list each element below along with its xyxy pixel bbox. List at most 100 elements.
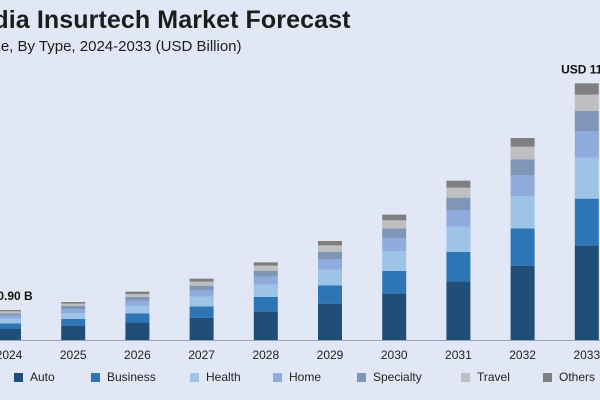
chart-legend: Auto Business Health Home Specialty Travel Oth… [0, 370, 600, 388]
bar-stack-2033 [574, 83, 599, 340]
bar-segment-travel-2032 [510, 146, 535, 160]
x-tick-label: 2028 [252, 348, 279, 362]
legend-item-others: Others [543, 370, 595, 384]
legend-item-auto: Auto [14, 370, 55, 384]
bar-segment-health-2031 [446, 226, 471, 252]
bar-segment-health-2032 [510, 196, 535, 229]
bar-segment-health-2025 [61, 313, 86, 319]
bar-segment-specialty-2033 [574, 111, 599, 131]
bar-segment-travel-2025 [61, 303, 86, 306]
bar-segment-others-2027 [189, 278, 214, 282]
bar-segment-others-2033 [574, 83, 599, 95]
x-tick-label: 2031 [445, 348, 472, 362]
x-tick-label: 2032 [509, 348, 536, 362]
x-tick-label: 2027 [188, 348, 215, 362]
x-tick-label: 2033 [573, 348, 600, 362]
legend-label: Auto [30, 370, 55, 384]
bar-segment-others-2031 [446, 180, 471, 188]
data-label-2033: USD 11.9 [561, 62, 600, 76]
bar-stack-2028 [253, 262, 278, 340]
bar-segment-business-2031 [446, 252, 471, 282]
bar-segment-business-2025 [61, 319, 86, 326]
bar-segment-business-2032 [510, 228, 535, 266]
bar-segment-auto-2031 [446, 281, 471, 340]
legend-swatch [190, 372, 199, 382]
legend-label: Business [107, 370, 156, 384]
bar-segment-others-2026 [125, 291, 150, 294]
bar-segment-auto-2029 [318, 303, 342, 340]
bar-stack-2026 [125, 291, 150, 340]
bar-segment-auto-2024 [0, 329, 21, 340]
bar-stack-2030 [382, 214, 407, 340]
bar-segment-specialty-2032 [510, 159, 535, 175]
bar-segment-health-2033 [574, 157, 599, 199]
legend-item-travel: Travel [461, 370, 510, 384]
bar-segment-auto-2032 [510, 265, 535, 340]
bar-segment-specialty-2031 [446, 197, 471, 210]
bar-segment-specialty-2026 [125, 297, 150, 301]
bar-segment-travel-2029 [318, 245, 342, 252]
bar-segment-specialty-2027 [189, 285, 214, 291]
bar-segment-home-2033 [574, 131, 599, 158]
bar-stack-2025 [61, 302, 86, 340]
bar-segment-travel-2031 [446, 187, 471, 198]
bar-segment-travel-2024 [0, 311, 21, 314]
bar-segment-auto-2030 [382, 294, 407, 340]
x-tick-label: 2030 [381, 348, 408, 362]
bar-segment-others-2028 [253, 262, 278, 266]
chart-subtitle: ize, By Type, 2024-2033 (USD Billion) [0, 38, 242, 55]
legend-label: Specialty [373, 370, 422, 384]
legend-swatch [14, 372, 23, 382]
chart-title: ndia Insurtech Market Forecast [0, 6, 351, 34]
legend-swatch [357, 372, 366, 382]
legend-item-specialty: Specialty [357, 370, 422, 384]
x-tick-label: 2024 [0, 348, 23, 362]
bar-segment-home-2026 [125, 300, 150, 306]
data-label-2024: D 0.90 B [0, 289, 33, 303]
legend-item-health: Health [190, 370, 241, 384]
bar-segment-health-2029 [318, 269, 342, 286]
bar-segment-auto-2033 [574, 246, 599, 340]
bar-segment-business-2029 [318, 285, 342, 304]
legend-item-home: Home [273, 370, 321, 384]
bar-segment-home-2032 [510, 175, 535, 196]
bar-segment-others-2029 [318, 241, 342, 246]
legend-swatch [273, 372, 282, 382]
legend-item-business: Business [91, 370, 156, 384]
bar-segment-travel-2033 [574, 94, 599, 111]
bar-segment-home-2031 [446, 210, 471, 227]
bar-segment-home-2027 [189, 290, 214, 297]
bar-segment-health-2028 [253, 284, 278, 297]
bar-stack-2031 [446, 180, 471, 340]
x-tick-label: 2026 [124, 348, 151, 362]
x-tick-label: 2025 [60, 348, 87, 362]
legend-swatch [461, 372, 470, 382]
legend-swatch [543, 372, 552, 382]
bar-segment-health-2024 [0, 318, 21, 324]
bar-segment-specialty-2024 [0, 313, 21, 316]
bar-stack-2027 [189, 278, 214, 340]
bar-segment-specialty-2029 [318, 251, 342, 260]
bar-segment-others-2024 [0, 310, 21, 312]
x-tick-label: 2029 [317, 348, 344, 362]
bar-segment-auto-2026 [125, 322, 150, 340]
bar-segment-travel-2026 [125, 294, 150, 297]
bar-segment-home-2029 [318, 259, 342, 270]
bar-segment-home-2024 [0, 315, 21, 319]
bar-segment-business-2024 [0, 323, 21, 329]
bar-segment-travel-2028 [253, 265, 278, 271]
bar-segment-auto-2027 [189, 317, 214, 340]
bar-segment-others-2030 [382, 214, 407, 221]
bar-segment-specialty-2028 [253, 270, 278, 277]
bar-segment-others-2032 [510, 138, 535, 147]
legend-label: Home [289, 370, 322, 384]
bar-segment-home-2030 [382, 238, 407, 251]
legend-swatch [91, 372, 100, 382]
bar-stack-2024 [0, 310, 21, 340]
bar-segment-health-2026 [125, 305, 150, 314]
bar-segment-travel-2027 [189, 281, 214, 286]
bar-segment-business-2027 [189, 306, 214, 318]
bar-segment-health-2030 [382, 251, 407, 271]
bar-stack-2032 [510, 138, 535, 340]
